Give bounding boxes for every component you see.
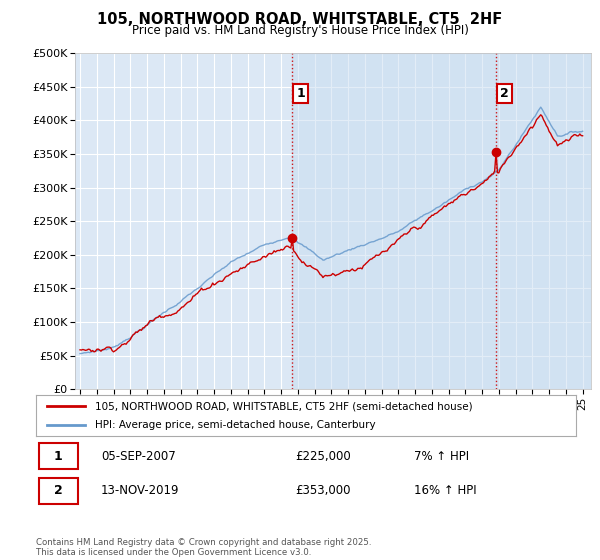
Text: 2: 2	[54, 484, 62, 497]
Text: 13-NOV-2019: 13-NOV-2019	[101, 484, 179, 497]
Text: Contains HM Land Registry data © Crown copyright and database right 2025.
This d: Contains HM Land Registry data © Crown c…	[36, 538, 371, 557]
Text: 2: 2	[500, 87, 509, 100]
Bar	[292, 53, 591, 389]
Text: Price paid vs. HM Land Registry's House Price Index (HPI): Price paid vs. HM Land Registry's House …	[131, 24, 469, 37]
FancyBboxPatch shape	[39, 478, 77, 504]
Text: £353,000: £353,000	[295, 484, 350, 497]
Text: 16% ↑ HPI: 16% ↑ HPI	[414, 484, 476, 497]
Text: 105, NORTHWOOD ROAD, WHITSTABLE, CT5 2HF (semi-detached house): 105, NORTHWOOD ROAD, WHITSTABLE, CT5 2HF…	[95, 402, 473, 411]
Text: 1: 1	[296, 87, 305, 100]
Text: 05-SEP-2007: 05-SEP-2007	[101, 450, 176, 463]
Text: £225,000: £225,000	[295, 450, 351, 463]
FancyBboxPatch shape	[39, 443, 77, 469]
Text: 105, NORTHWOOD ROAD, WHITSTABLE, CT5  2HF: 105, NORTHWOOD ROAD, WHITSTABLE, CT5 2HF	[97, 12, 503, 27]
Text: 1: 1	[54, 450, 62, 463]
Text: 7% ↑ HPI: 7% ↑ HPI	[414, 450, 469, 463]
Text: HPI: Average price, semi-detached house, Canterbury: HPI: Average price, semi-detached house,…	[95, 420, 376, 430]
